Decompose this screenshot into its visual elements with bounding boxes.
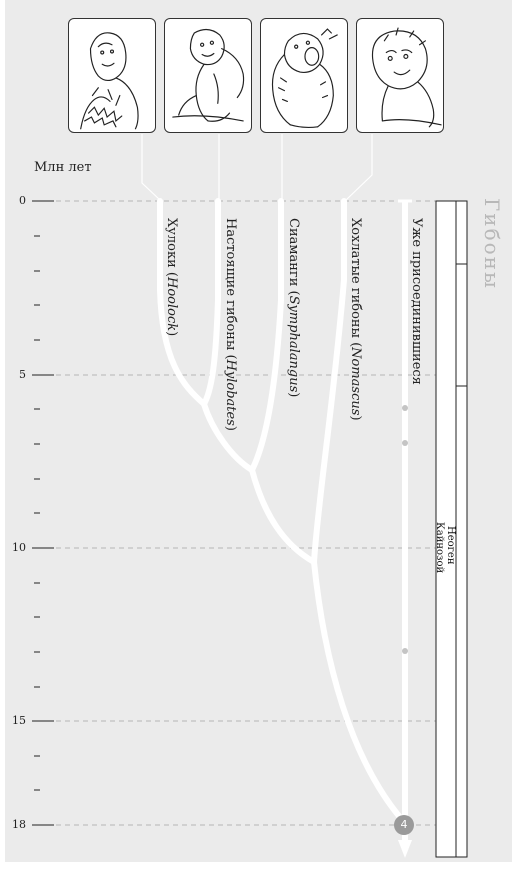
branch-clade-abc [249,467,317,565]
siamang-portrait [260,18,348,133]
portrait-connectors [141,134,373,201]
branches [157,198,407,825]
tick-label-5: 5 [19,368,26,381]
branch-hylobates [201,198,221,407]
lineage-dot [402,405,408,411]
lineage-arrowhead [398,840,412,858]
tick-label-18: 18 [12,818,26,831]
era-label: Кайнозой [434,522,445,574]
group-title: Гибоны [480,198,504,290]
nomascus-portrait [356,18,444,133]
taxon-label-hylobates: Настоящие гибоны (Hylobates) [223,218,238,431]
taxon-label-hoolock: Хулоки (Hoolock) [164,218,179,337]
taxon-latin: Hylobates [223,359,238,426]
taxon-name: Хулоки [164,218,179,268]
axis-unit-label: Млн лет [34,160,92,175]
taxon-label-siamang: Сиаманги (Symphalangus) [286,218,301,398]
node-badge: 4 [394,815,414,835]
taxon-name: Настоящие гибоны [223,218,238,351]
hoolock-portrait [68,18,156,133]
timescale-bar [435,200,468,858]
branch-stem [311,559,407,825]
taxon-name: Сиаманги [286,218,301,287]
taxon-latin: Hoolock [164,277,179,332]
branch-siamang [249,198,284,473]
connector-hoolock [141,134,161,201]
period-label: Неоген [445,526,456,565]
axis-ticks [32,200,54,826]
branch-hoolock [157,198,207,407]
lineage-dot [402,648,408,654]
lineage-label: Уже присоединившиеся [409,218,424,385]
tick-label-15: 15 [12,714,26,727]
lineage-dot [402,440,408,446]
connector-nomascus [345,134,373,201]
taxon-latin: Symphalangus [286,295,301,393]
lineage-line [398,199,412,858]
taxon-latin: Nomascus [348,347,363,416]
diagram-panel [5,0,512,862]
taxon-label-nomascus: Хохлатые гибоны (Nomascus) [348,218,363,421]
timescale-outer [435,200,468,858]
branch-nomascus [311,198,347,565]
hylobates-portrait [164,18,252,133]
branch-hoolock-hylobates [201,401,255,473]
taxon-name: Хохлатые гибоны [348,218,363,338]
gridlines [56,200,438,826]
tick-label-10: 10 [12,541,26,554]
tick-label-0: 0 [19,194,26,207]
